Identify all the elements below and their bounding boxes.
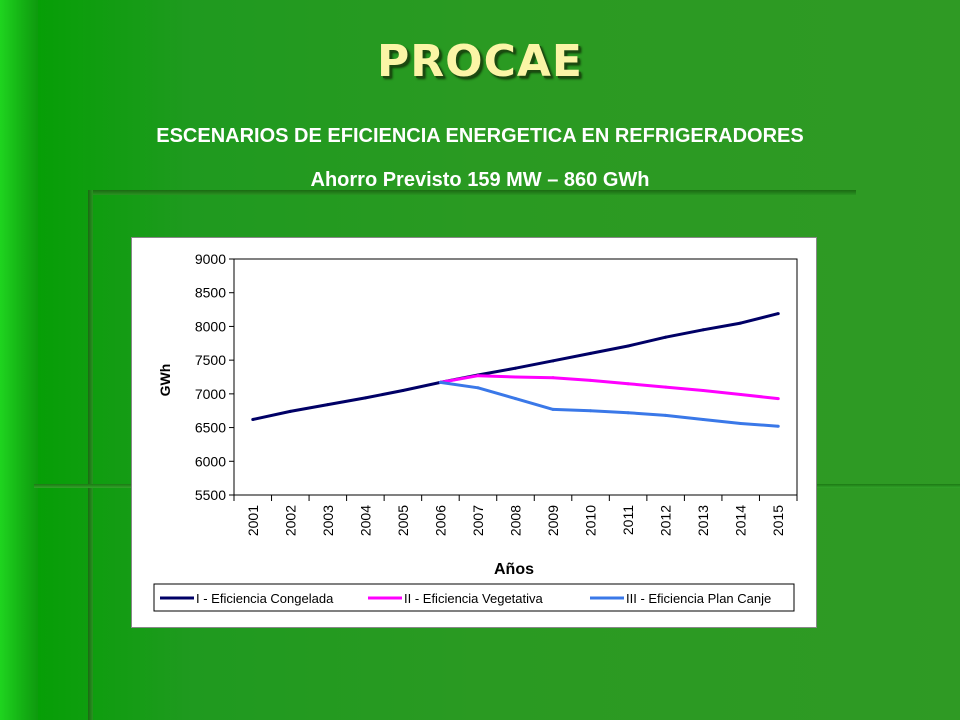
slide-subtitle: ESCENARIOS DE EFICIENCIA ENERGETICA EN R… (156, 125, 804, 147)
x-tick-label: 2011 (620, 505, 636, 535)
data-point (776, 424, 780, 428)
data-point (514, 397, 517, 401)
data-point (626, 344, 630, 348)
x-tick-label: 2015 (770, 505, 786, 536)
chart-container: 5500 6000 6500 7000 7500 8000 8500 9000 2001 200… (131, 237, 817, 628)
data-point (701, 388, 705, 392)
data-point (589, 351, 593, 355)
data-point (776, 312, 780, 316)
frame-shadow-top (88, 190, 856, 195)
x-tick-label: 2013 (695, 505, 711, 536)
data-point (551, 359, 555, 363)
x-axis-label: Años (494, 561, 534, 578)
data-point (326, 403, 330, 407)
y-tick-label: 5500 (195, 487, 226, 503)
x-tick-label: 2007 (470, 505, 486, 536)
data-point (739, 422, 743, 426)
x-tick-label: 2014 (733, 505, 749, 536)
frame-shadow-left (88, 190, 93, 720)
data-point (739, 321, 743, 325)
data-point (701, 417, 705, 421)
slide-subtitle-savings: Ahorro Previsto 159 MW – 860 GWh (310, 169, 650, 191)
data-point (363, 396, 367, 400)
y-tick-label: 6000 (195, 453, 226, 469)
slide-title: PROCAE (377, 36, 583, 87)
series-line-2 (440, 374, 779, 401)
data-point (664, 335, 668, 339)
data-point (739, 393, 743, 397)
data-point (551, 407, 555, 411)
data-point (438, 380, 442, 384)
legend-box (153, 583, 795, 612)
x-tick-label: 2005 (395, 505, 411, 536)
y-tick-label: 8000 (195, 318, 226, 334)
x-tick-label: 2012 (658, 505, 674, 536)
data-point (589, 409, 593, 413)
data-point (514, 375, 517, 379)
data-point (776, 397, 780, 401)
data-point (514, 366, 517, 370)
legend-label-3: III - Eficiencia Plan Canje (626, 591, 771, 606)
y-tick-label: 8500 (195, 285, 226, 301)
data-point (288, 409, 292, 413)
legend-label-1: I - Eficiencia Congelada (196, 591, 334, 606)
y-tick-label: 7500 (195, 352, 226, 368)
line-chart: 5500 6000 6500 7000 7500 8000 8500 9000 2001 200… (153, 251, 798, 612)
y-tick-label: 9000 (195, 251, 226, 267)
left-accent-strip (0, 0, 38, 720)
x-tick-label: 2003 (320, 505, 336, 536)
data-point (701, 328, 705, 332)
x-tick-label: 2004 (357, 505, 373, 536)
y-tick-label: 7000 (195, 386, 226, 402)
legend-label-2: II - Eficiencia Vegetativa (404, 591, 544, 606)
y-tick-label: 6500 (195, 420, 226, 436)
data-point (589, 378, 593, 382)
data-point (626, 382, 630, 386)
x-tick-label: 2010 (583, 505, 599, 536)
x-tick-label: 2006 (432, 505, 448, 536)
x-tick-label: 2002 (282, 505, 298, 536)
data-point (251, 417, 255, 421)
data-point (476, 374, 480, 378)
data-point (664, 385, 668, 389)
data-point (476, 386, 480, 390)
x-tick-label: 2001 (245, 505, 261, 536)
data-point (401, 388, 405, 392)
data-point (626, 411, 630, 415)
x-tick-label: 2008 (508, 505, 524, 536)
data-point (664, 413, 668, 417)
series-line-3 (440, 380, 779, 428)
data-point (551, 376, 555, 380)
y-axis-label: GWh (157, 364, 173, 397)
x-tick-label: 2009 (545, 505, 561, 536)
